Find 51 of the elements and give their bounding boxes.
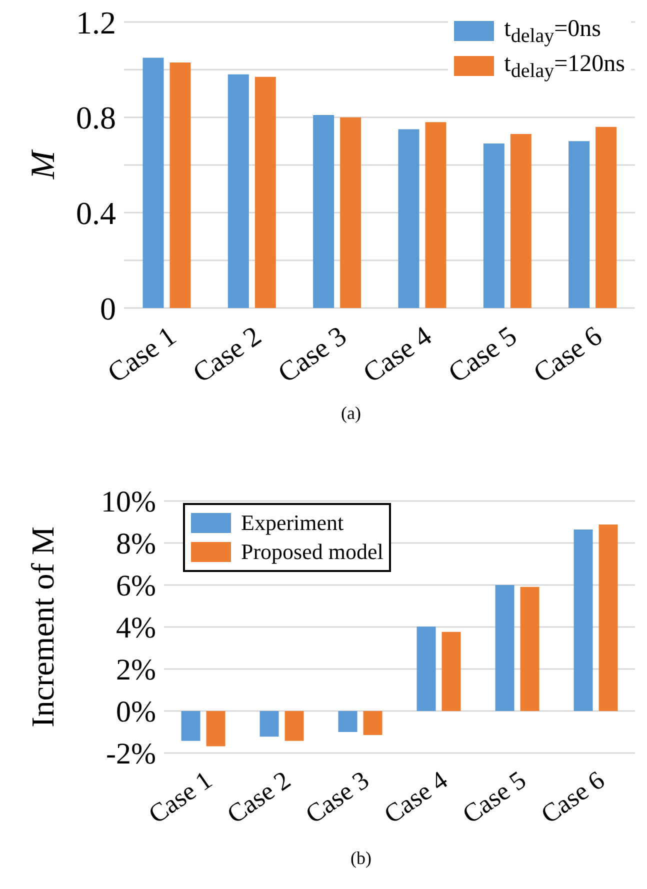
bar	[398, 129, 420, 308]
x-tick-label: Case 6	[536, 765, 610, 830]
x-tick-label: Case 5	[443, 320, 523, 390]
bar	[338, 711, 358, 732]
legend-label: t$_{delay}$=120ns	[504, 50, 625, 84]
bar	[313, 114, 334, 308]
x-tick-label: Case 2	[222, 765, 296, 830]
x-tick-label: Case 4	[378, 765, 453, 830]
x-tick-label: Case 4	[358, 320, 438, 390]
x-tick-label: Case 6	[528, 320, 608, 390]
bar	[568, 141, 590, 308]
y-tick-label: 1.2	[76, 4, 116, 40]
y-tick-label: 6%	[116, 570, 156, 603]
bar	[598, 524, 618, 711]
bar	[596, 126, 617, 308]
bar	[284, 711, 304, 741]
y-tick-label: 2%	[116, 654, 156, 687]
bar	[520, 586, 540, 711]
bar	[425, 122, 446, 308]
x-tick-label: Case 3	[272, 320, 352, 390]
y-axis-title: M	[25, 149, 62, 180]
bar	[574, 530, 593, 711]
text: (a)	[340, 403, 362, 425]
bar	[442, 632, 461, 711]
bar	[416, 626, 436, 711]
bar	[495, 585, 514, 711]
bar	[170, 62, 191, 308]
legend-label: Proposed model	[241, 538, 384, 566]
y-tick-label: 0.8	[76, 100, 116, 136]
x-tick-label: Case 2	[188, 320, 268, 390]
y-tick-label: 0.4	[76, 195, 116, 232]
bar	[228, 74, 249, 308]
bar	[340, 117, 362, 308]
bar	[181, 711, 200, 741]
x-tick-label: Case 3	[300, 765, 374, 830]
y-tick-label: 0%	[116, 696, 156, 729]
legend-label: Experiment	[241, 509, 344, 537]
y-tick-label: 10%	[101, 486, 156, 519]
y-tick-label: 4%	[116, 612, 156, 645]
text: (b)	[350, 848, 372, 870]
bar	[260, 711, 279, 737]
bar	[510, 134, 532, 308]
y-tick-label: 8%	[116, 528, 156, 561]
legend-label: t$_{delay}$=0ns	[504, 15, 601, 49]
bar	[363, 711, 382, 735]
x-tick-label: Case 5	[457, 765, 532, 830]
bar	[483, 144, 504, 308]
bar	[206, 711, 226, 746]
bar	[254, 76, 276, 308]
y-axis-title: Increment of M	[24, 526, 60, 728]
bar	[142, 58, 164, 308]
